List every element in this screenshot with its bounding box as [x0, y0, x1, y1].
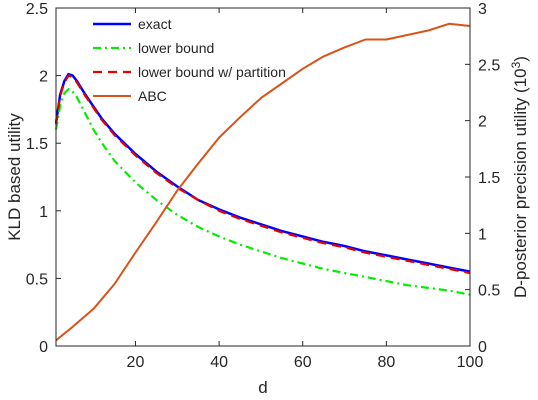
x-tick-label: 40: [210, 354, 228, 371]
legend-label-3: ABC: [138, 88, 167, 104]
legend-label-2: lower bound w/ partition: [138, 64, 286, 80]
series-line-3: [55, 22, 471, 342]
x-tick-label: 60: [294, 354, 312, 371]
series-line-0: [54, 72, 471, 273]
y-left-tick-label: 2: [39, 69, 48, 86]
y-axis-right-label-suffix: ): [511, 56, 530, 62]
legend-label-1: lower bound: [138, 40, 214, 56]
x-tick-label: 80: [377, 354, 395, 371]
y-right-tick-label: 1: [478, 226, 487, 243]
y-left-tick-label: 0: [39, 339, 48, 356]
y-left-tick-label: 0.5: [26, 271, 48, 288]
y-right-tick-label: 1.5: [478, 170, 500, 187]
y-right-tick-label: 3: [478, 1, 487, 18]
y-right-tick-label: 0: [478, 339, 487, 356]
series-layer: [54, 22, 471, 342]
x-tick-label: 20: [127, 354, 145, 371]
y-left-tick-label: 2.5: [26, 1, 48, 18]
legend: exact lower bound lower bound w/ partition…: [93, 16, 286, 104]
y-axis-right-label: D-posterior precision utility (103): [509, 56, 530, 298]
y-right-tick-label: 2: [478, 114, 487, 131]
y-axis-right-label-exponent: 3: [509, 61, 523, 68]
y-right-tick-label: 2.5: [478, 57, 500, 74]
x-axis-label: d: [258, 378, 267, 397]
y-axis-left-label: KLD based utility: [5, 113, 24, 241]
legend-label-0: exact: [138, 16, 172, 32]
plot-background: [56, 8, 470, 346]
y-right-tick-label: 0.5: [478, 283, 500, 300]
x-tick-label: 100: [457, 354, 484, 371]
y-left-tick-label: 1: [39, 204, 48, 221]
y-left-tick-label: 1.5: [26, 136, 48, 153]
y-axis-right-label-prefix: D-posterior precision utility (10: [511, 68, 530, 298]
